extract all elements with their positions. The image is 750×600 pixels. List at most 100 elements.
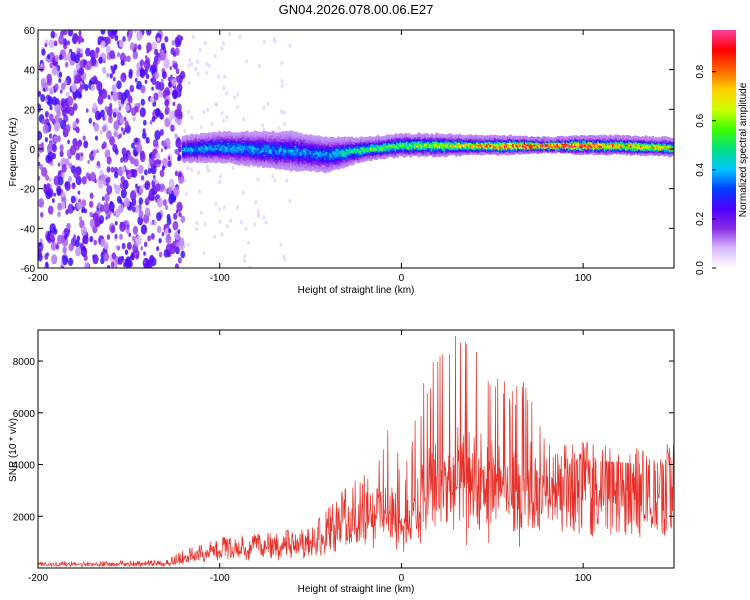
spectrogram-cell bbox=[51, 118, 55, 124]
spectrogram-cell bbox=[55, 244, 60, 250]
spectrogram-cell bbox=[129, 84, 135, 93]
spectrogram-cell bbox=[45, 261, 49, 267]
spectrogram-cell bbox=[51, 144, 57, 153]
spectrogram-cell bbox=[196, 59, 200, 64]
spectrogram-cell bbox=[110, 166, 115, 173]
spectrogram-cell bbox=[262, 105, 266, 111]
spectrogram-cell bbox=[210, 121, 214, 126]
spectrogram-cell bbox=[121, 147, 127, 156]
spectrogram-cell bbox=[173, 186, 180, 197]
spectrogram-cell bbox=[75, 247, 81, 257]
spectrogram-cell bbox=[100, 40, 106, 49]
spectrogram-cell bbox=[128, 71, 133, 79]
spectrogram-cell bbox=[266, 101, 270, 107]
spectrogram-cell bbox=[90, 150, 94, 155]
spectrogram-cell bbox=[108, 201, 115, 212]
spectrogram-cell bbox=[144, 182, 149, 189]
spectrogram-cell bbox=[62, 246, 67, 254]
spectrogram-cell bbox=[132, 225, 139, 235]
spectrogram-cell bbox=[128, 172, 132, 178]
spectrogram-cell bbox=[158, 159, 162, 165]
spectrogram-cell bbox=[40, 212, 44, 218]
spectrogram-cell bbox=[222, 118, 226, 123]
spectrogram-cell bbox=[149, 255, 153, 261]
spectrogram-cell bbox=[133, 240, 137, 246]
spectrogram-cell bbox=[225, 114, 229, 120]
spectrogram-cell bbox=[128, 232, 132, 237]
spectrogram-cell bbox=[225, 224, 229, 229]
spectrogram-cell bbox=[248, 265, 252, 268]
spectrogram-cell bbox=[92, 75, 98, 83]
spectrogram-cell bbox=[288, 198, 292, 204]
spectrogram-cell bbox=[174, 170, 179, 177]
spectrogram-cell bbox=[105, 178, 109, 184]
spectrogram-cell bbox=[164, 106, 170, 115]
spectrogram-cell bbox=[59, 144, 64, 152]
spectrogram-cell bbox=[149, 96, 155, 104]
spectrogram-cell bbox=[96, 160, 101, 167]
spectrogram-cell bbox=[175, 246, 180, 255]
spectrogram-cell bbox=[143, 241, 148, 248]
spectrogram-cell bbox=[120, 72, 127, 83]
spectrogram-cell bbox=[50, 30, 56, 39]
spectrogram-cell bbox=[221, 41, 225, 46]
spectrogram-cell bbox=[149, 120, 153, 125]
spectrogram-cell bbox=[45, 190, 52, 200]
spectrogram-cell bbox=[159, 50, 166, 61]
spectrogram-cell bbox=[62, 255, 69, 266]
spectrogram-cell bbox=[144, 79, 148, 84]
spectrogram-cell bbox=[143, 213, 150, 224]
spectrogram-cell bbox=[43, 87, 46, 92]
spectrogram-cell bbox=[41, 142, 44, 147]
spectrogram-cell bbox=[94, 135, 99, 141]
spectrogram-cell bbox=[75, 152, 81, 161]
spectrogram-cell bbox=[48, 86, 55, 95]
spectrogram-cell bbox=[120, 157, 124, 163]
spectrogram-cell bbox=[159, 129, 164, 136]
spectrogram-cell bbox=[116, 41, 120, 46]
spectrogram-cell bbox=[116, 195, 122, 204]
spectrogram-cell bbox=[111, 84, 117, 93]
spectrogram-cell bbox=[140, 246, 143, 251]
spectrogram-cell bbox=[72, 120, 77, 129]
spectrogram-cell bbox=[79, 48, 84, 54]
spectrogram-cell bbox=[152, 138, 159, 148]
spectrogram-cell bbox=[80, 152, 84, 157]
spectrogram-cell bbox=[151, 64, 155, 71]
spectrogram-cell bbox=[198, 189, 202, 194]
spectrogram-cell bbox=[100, 173, 105, 181]
spectrogram-cell bbox=[130, 190, 137, 201]
spectrogram-cell bbox=[147, 168, 152, 175]
spectrogram-cell bbox=[124, 127, 128, 133]
spectrogram-cell bbox=[54, 32, 58, 38]
spectrogram-cell bbox=[54, 83, 59, 91]
spectrogram-cell bbox=[102, 66, 107, 74]
spectrogram-cell bbox=[262, 39, 266, 45]
spectrogram-cell bbox=[139, 152, 146, 163]
spectrogram-cell bbox=[163, 248, 170, 258]
spectrogram-cell bbox=[143, 259, 147, 264]
spectrogram-cell bbox=[112, 91, 119, 102]
spectrogram-cell bbox=[120, 59, 125, 66]
spectrogram-cell bbox=[75, 167, 78, 171]
spectrogram-cell bbox=[180, 215, 186, 223]
spectrogram-cell bbox=[84, 84, 89, 92]
spectrogram-cell bbox=[126, 241, 132, 250]
spectrogram-cell bbox=[157, 89, 163, 98]
spectrogram-cell bbox=[121, 98, 125, 105]
spectrogram-cell bbox=[89, 49, 96, 59]
spectrogram-cell bbox=[38, 241, 42, 247]
spectrogram-cell bbox=[119, 221, 126, 233]
spectrogram-cell bbox=[186, 109, 190, 115]
spectrogram-cell bbox=[125, 104, 130, 112]
spectrogram-cell bbox=[172, 60, 176, 66]
spectrogram-cell bbox=[97, 179, 104, 189]
spectrogram-cell bbox=[82, 135, 86, 141]
spectrogram-cell bbox=[102, 125, 107, 133]
spectrogram-cell bbox=[222, 205, 226, 210]
spectrogram-cell bbox=[127, 94, 133, 103]
spectrogram-cell bbox=[116, 111, 122, 120]
spectrogram-cell bbox=[247, 240, 251, 246]
spectrogram-cell bbox=[199, 210, 203, 215]
spectrogram-cell bbox=[41, 48, 46, 56]
